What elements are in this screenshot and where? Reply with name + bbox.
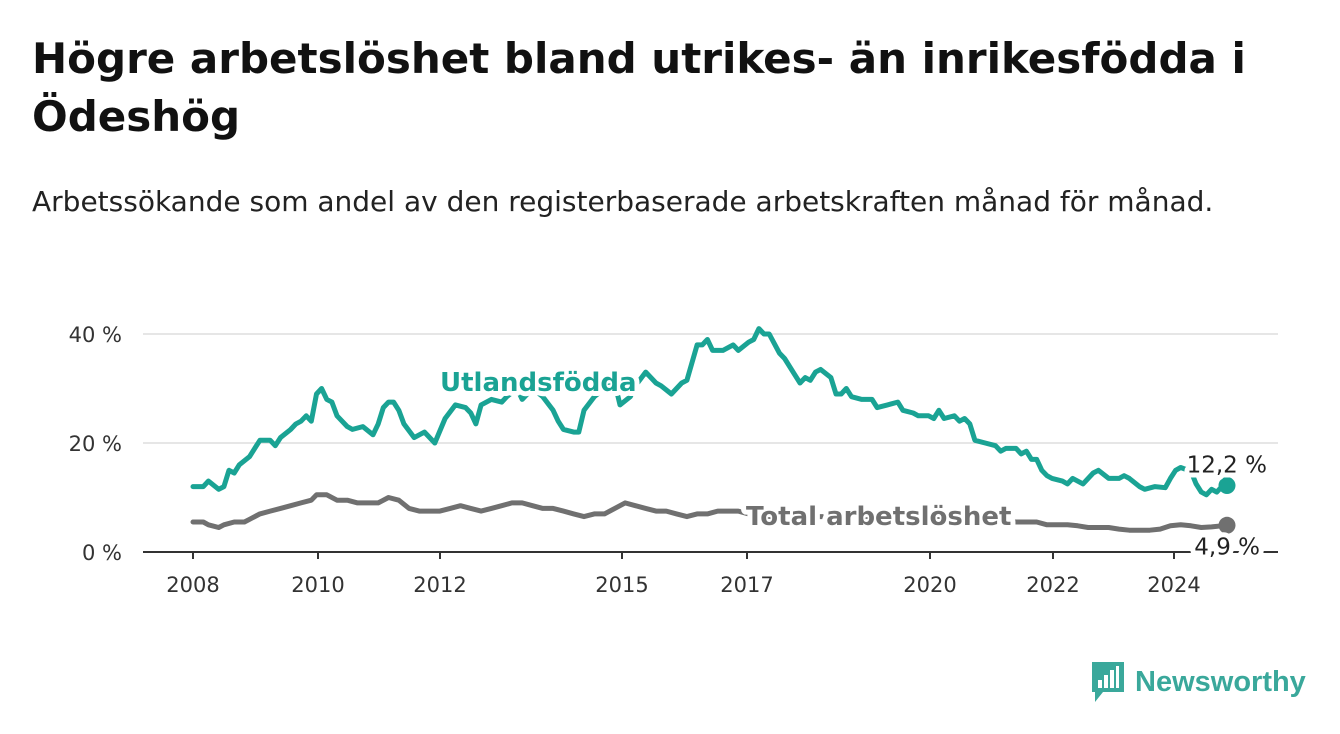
x-tick-label: 2020 — [903, 573, 956, 597]
chart-subtitle: Arbetssökande som andel av den registerb… — [32, 185, 1214, 218]
y-tick-label: 40 % — [69, 323, 122, 347]
y-tick-label: 20 % — [69, 432, 122, 456]
newsworthy-logo: Newsworthy — [1089, 660, 1306, 704]
series-label-foreign-halo: Utlandsfödda — [440, 368, 637, 398]
series-label-foreign: Utlandsfödda — [440, 368, 637, 398]
x-tick-label: 2012 — [413, 573, 466, 597]
end-label-total: 4,9 % — [1194, 534, 1260, 560]
x-tick-label: 2022 — [1026, 573, 1079, 597]
x-tick-label: 2017 — [720, 573, 773, 597]
end-label-foreign: 12,2 % — [1187, 453, 1267, 479]
series-label-total: Total arbetslöshet — [746, 502, 1011, 532]
series-layer — [190, 326, 1236, 534]
axis-layer: 0 % 20 % 40 % 2008 2010 2012 2015 2017 2020 2022 2… — [69, 323, 1278, 597]
end-dot-total — [1218, 516, 1236, 534]
x-tick-label: 2010 — [291, 573, 344, 597]
grid-layer — [143, 333, 1278, 444]
end-label-foreign-halo: 12,2 % — [1187, 453, 1267, 479]
series-label-total-halo: Total arbetslöshet — [746, 502, 1011, 532]
x-tick-label: 2015 — [595, 573, 648, 597]
logo-text: Newsworthy — [1135, 665, 1306, 698]
series-line-foreign — [190, 326, 1230, 498]
x-tick-label: 2008 — [166, 573, 219, 597]
end-dot-foreign — [1218, 477, 1236, 495]
x-tick-label: 2024 — [1147, 573, 1200, 597]
series-line-total — [190, 492, 1230, 533]
bar-chart-logo-icon — [1092, 662, 1124, 702]
chart-title: Högre arbetslöshet bland utrikes- än inr… — [32, 34, 1246, 141]
y-tick-label: 0 % — [82, 541, 122, 565]
end-label-total-halo: 4,9 % — [1194, 534, 1260, 560]
